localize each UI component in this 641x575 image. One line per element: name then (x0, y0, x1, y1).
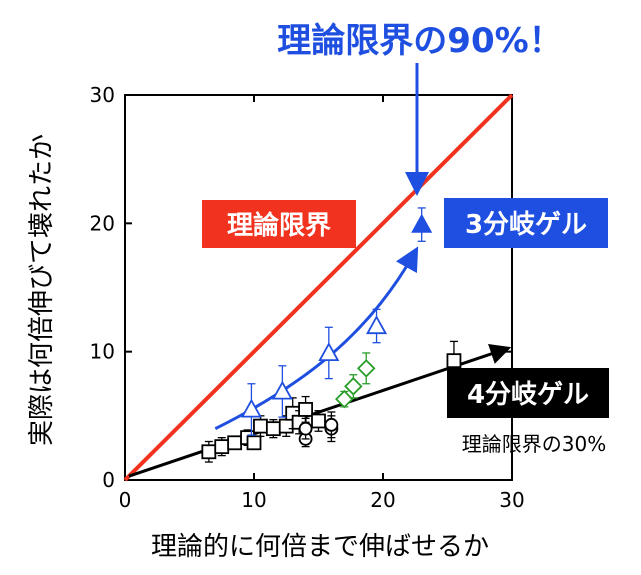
three-branch-trend-curve (214, 246, 419, 431)
data-point-square (246, 435, 262, 451)
label-theory-limit: 理論限界 (227, 210, 331, 241)
data-point-square (446, 353, 462, 369)
points-layer (201, 207, 462, 463)
data-point-diamond (356, 359, 376, 378)
data-point-square (253, 418, 268, 434)
annotation-thirty-percent: 理論限界の30% (462, 432, 606, 456)
x-tick-label: 10 (241, 488, 266, 512)
label-three-branch: 3分岐ゲル (465, 210, 587, 240)
data-point-triangle (271, 380, 293, 400)
x-tick-label: 0 (119, 488, 132, 512)
y-tick-label: 0 (102, 468, 115, 492)
label-box-four-branch (447, 368, 609, 418)
data-point-triangle-filled (411, 213, 433, 233)
label-box-theory-limit (202, 200, 356, 248)
x-axis-title: 理論的に何倍まで伸ばせるか (151, 532, 489, 562)
axis-ticks: 0 10 20 30 0 10 20 30 (90, 83, 525, 512)
data-point-square (298, 402, 314, 417)
y-tick-label: 20 (90, 211, 115, 235)
data-point-diamond (335, 389, 354, 409)
annotation-top: 理論限界の90%！ (277, 21, 562, 61)
label-four-branch: 4分岐ゲル (467, 380, 589, 410)
x-tick-label: 20 (370, 488, 395, 512)
y-tick-label: 30 (90, 83, 115, 107)
data-point-circle (324, 417, 339, 432)
data-point-square (311, 413, 326, 429)
data-point-triangle (366, 315, 388, 335)
plot-frame (124, 94, 513, 481)
theory-limit-line (123, 93, 514, 482)
four-branch-trend-line (128, 343, 512, 478)
data-point-square (201, 444, 217, 460)
data-point-square (227, 435, 243, 451)
data-point-triangle (240, 398, 262, 418)
data-point-diamond (344, 377, 363, 396)
label-box-three-branch (444, 198, 608, 248)
data-point-square (214, 439, 230, 455)
x-tick-label: 30 (499, 488, 524, 512)
data-point-square (265, 421, 281, 437)
y-tick-label: 10 (90, 340, 115, 364)
data-point-circle (298, 421, 313, 436)
data-point-triangle (318, 342, 340, 362)
y-axis-title: 実際は何倍伸びて壊れたか (27, 134, 57, 446)
data-point-square (278, 418, 294, 434)
